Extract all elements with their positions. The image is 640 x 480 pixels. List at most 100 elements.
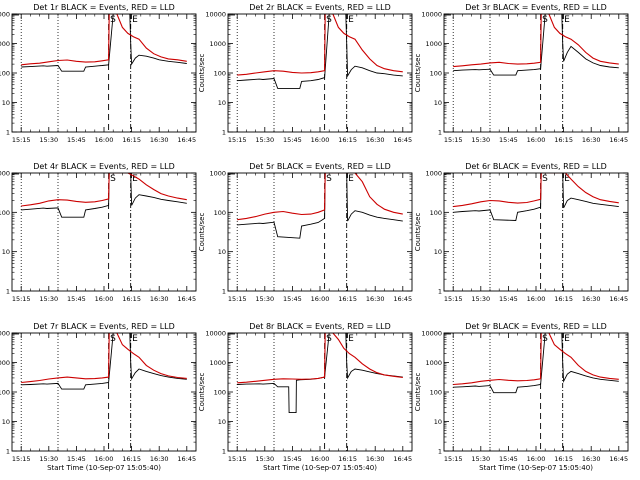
x-tick-label: 15:45: [67, 295, 86, 303]
panel-title: Det 7r BLACK = Events, RED = LLD: [33, 322, 175, 331]
y-tick-label: 10: [2, 99, 10, 107]
y-tick-label: 10000: [205, 330, 226, 338]
x-tick-label: 15:45: [499, 455, 518, 463]
x-tick-label: 16:45: [177, 455, 196, 463]
y-tick-label: 10000: [0, 11, 10, 19]
y-tick-label: 100: [0, 209, 10, 217]
x-tick-label: 15:15: [12, 455, 31, 463]
series-events-line: [453, 173, 619, 221]
start-marker: S: [326, 174, 332, 184]
x-tick-label: 15:45: [67, 136, 86, 144]
x-tick-label: 16:00: [95, 455, 114, 463]
plot-frame: [11, 332, 197, 452]
series-events-line: [237, 14, 403, 89]
y-tick-label: 100: [214, 209, 226, 217]
x-tick-label: 16:15: [554, 295, 573, 303]
start-marker: S: [110, 174, 116, 184]
x-axis-label: Start Time (10-Sep-07 15:05:40): [47, 464, 161, 472]
y-tick-label: 10: [218, 248, 226, 256]
y-tick-label: 1: [438, 129, 442, 137]
series-lld-line: [237, 333, 403, 384]
x-tick-label: 16:15: [338, 455, 357, 463]
y-tick-label: 1000: [209, 170, 226, 178]
panel-title: Det 2r BLACK = Events, RED = LLD: [249, 3, 391, 12]
y-tick-label: 10: [434, 248, 442, 256]
panel-det-7r: Det 7r BLACK = Events, RED = LLDCounts/s…: [0, 322, 197, 472]
panel-det-9r: Det 9r BLACK = Events, RED = LLD Counts/s…: [414, 322, 629, 472]
x-tick-label: 16:30: [366, 455, 385, 463]
y-axis-label: Counts/sec: [198, 54, 206, 93]
x-tick-label: 16:00: [311, 455, 330, 463]
series-lld-line: [237, 173, 403, 221]
plot-frame: [11, 13, 197, 133]
panel-det-5r: Det 5r BLACK = Events, RED = LLD Counts/s…: [198, 162, 413, 303]
x-tick-label: 16:45: [393, 136, 412, 144]
y-tick-label: 100: [214, 389, 226, 397]
y-tick-label: 10: [434, 99, 442, 107]
x-tick-label: 16:00: [527, 136, 546, 144]
series-events-line: [21, 333, 187, 390]
series-lld-line: [21, 14, 187, 66]
y-tick-label: 10: [2, 418, 10, 426]
x-tick-label: 15:30: [255, 136, 274, 144]
y-tick-label: 10000: [0, 330, 10, 338]
x-tick-label: 15:45: [499, 136, 518, 144]
y-tick-label: 1: [222, 288, 226, 296]
x-tick-label: 16:15: [338, 295, 357, 303]
end-marker: E: [132, 15, 138, 25]
y-tick-label: 1: [222, 448, 226, 456]
x-tick-label: 15:15: [228, 295, 247, 303]
plot-frame: [227, 13, 413, 133]
plot-frame: [11, 172, 197, 292]
y-axis-label: Counts/sec: [198, 213, 206, 252]
end-marker: E: [348, 174, 354, 184]
panel-det-6r: Det 6r BLACK = Events, RED = LLD Counts/s…: [414, 162, 629, 303]
end-marker: E: [564, 15, 570, 25]
y-tick-label: 1: [438, 448, 442, 456]
start-marker: S: [110, 334, 116, 344]
x-tick-label: 16:45: [393, 455, 412, 463]
x-tick-label: 15:30: [39, 136, 58, 144]
y-tick-label: 10: [434, 418, 442, 426]
x-tick-label: 16:30: [582, 455, 601, 463]
x-tick-label: 16:15: [554, 455, 573, 463]
y-tick-label: 100: [0, 389, 10, 397]
x-tick-label: 15:15: [228, 455, 247, 463]
y-tick-label: 10000: [205, 11, 226, 19]
y-axis-label: Counts/sec: [414, 373, 422, 412]
x-tick-label: 16:30: [582, 295, 601, 303]
x-tick-label: 16:15: [122, 136, 141, 144]
plot-frame: [443, 172, 629, 292]
y-axis-label: Counts/sec: [414, 54, 422, 93]
end-marker: E: [564, 334, 570, 344]
y-tick-label: 10: [218, 99, 226, 107]
y-tick-label: 10: [218, 418, 226, 426]
series-lld-line: [453, 173, 619, 208]
x-axis-label: Start Time (10-Sep-07 15:05:40): [263, 464, 377, 472]
series-events-line: [21, 14, 187, 72]
plot-frame: [227, 332, 413, 452]
series-events-line: [453, 14, 619, 76]
y-tick-label: 1: [222, 129, 226, 137]
y-tick-label: 100: [430, 209, 442, 217]
x-tick-label: 15:15: [12, 295, 31, 303]
panel-title: Det 9r BLACK = Events, RED = LLD: [465, 322, 607, 331]
x-tick-label: 15:45: [283, 136, 302, 144]
panel-title: Det 5r BLACK = Events, RED = LLD: [249, 162, 391, 171]
series-events-line: [237, 173, 403, 239]
x-tick-label: 16:15: [338, 136, 357, 144]
series-events-line: [453, 333, 619, 394]
y-tick-label: 1000: [0, 359, 10, 367]
x-tick-label: 16:30: [582, 136, 601, 144]
panel-det-8r: Det 8r BLACK = Events, RED = LLD Counts/s…: [198, 322, 413, 472]
y-tick-label: 1: [6, 288, 10, 296]
y-axis-label: Counts/sec: [198, 373, 206, 412]
x-tick-label: 15:15: [12, 136, 31, 144]
series-lld-line: [237, 14, 403, 76]
x-tick-label: 15:15: [444, 455, 463, 463]
panel-det-4r: Det 4r BLACK = Events, RED = LLDCounts/s…: [0, 162, 197, 303]
x-tick-label: 15:15: [228, 136, 247, 144]
y-axis-label: Counts/sec: [414, 213, 422, 252]
panel-title: Det 1r BLACK = Events, RED = LLD: [33, 3, 175, 12]
series-lld-line: [21, 333, 187, 384]
